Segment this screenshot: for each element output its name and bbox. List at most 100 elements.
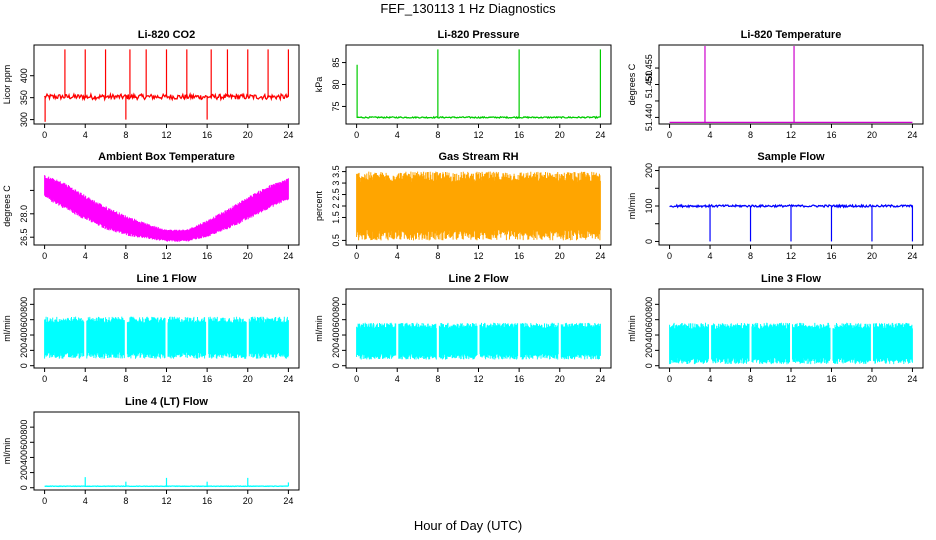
x-tick-label: 4 xyxy=(83,496,88,506)
panel-title: Line 4 (LT) Flow xyxy=(125,396,208,408)
panel-4: Gas Stream RH 0 4 8 12 16 20 24 0.5 1.5 2 2.5 3 3.5 pe… xyxy=(314,151,612,261)
x-tick-label: 20 xyxy=(243,496,253,506)
series-band xyxy=(356,322,601,360)
x-tick-label: 4 xyxy=(83,130,88,140)
panel-1: Li-820 Pressure 0 4 8 12 16 20 24 75 80 85 kPa xyxy=(314,29,612,140)
panel-title: Sample Flow xyxy=(757,151,825,163)
x-tick-label: 16 xyxy=(202,496,212,506)
y-tick-label: 200 xyxy=(19,465,29,480)
y-tick-label: 800 xyxy=(331,297,341,312)
y-tick-label: 200 xyxy=(644,163,654,178)
x-tick-label: 24 xyxy=(595,251,605,261)
y-tick-label: 2.5 xyxy=(331,188,341,201)
x-tick-label: 20 xyxy=(555,130,565,140)
x-tick-label: 16 xyxy=(514,251,524,261)
x-tick-label: 12 xyxy=(786,251,796,261)
panel-title: Li-820 Temperature xyxy=(741,29,842,41)
series-band xyxy=(669,322,913,365)
series-group xyxy=(44,316,289,359)
y-axis-label: Licor ppm xyxy=(2,65,12,105)
y-tick-label: 0 xyxy=(19,485,29,490)
x-tick-label: 12 xyxy=(161,496,171,506)
x-tick-label: 20 xyxy=(243,374,253,384)
x-tick-label: 24 xyxy=(283,130,293,140)
y-tick-label: 200 xyxy=(331,343,341,358)
x-tick-label: 8 xyxy=(748,130,753,140)
y-tick-label: 600 xyxy=(19,435,29,450)
y-axis-label: ml/min xyxy=(314,315,324,342)
y-tick-label: 600 xyxy=(331,312,341,327)
panel-title: Line 2 Flow xyxy=(449,273,509,285)
y-tick-label: 3 xyxy=(331,181,341,186)
x-tick-label: 8 xyxy=(435,251,440,261)
x-tick-label: 8 xyxy=(123,130,128,140)
y-tick-label: 85 xyxy=(331,58,341,68)
panel-title: Gas Stream RH xyxy=(438,151,518,163)
x-tick-label: 4 xyxy=(83,374,88,384)
x-tick-label: 0 xyxy=(42,251,47,261)
series-band xyxy=(44,316,289,359)
x-tick-label: 4 xyxy=(708,130,713,140)
y-tick-label: 51.440 xyxy=(644,104,654,132)
x-tick-label: 0 xyxy=(667,374,672,384)
x-tick-label: 0 xyxy=(667,130,672,140)
y-tick-label: 400 xyxy=(19,68,29,83)
x-tick-label: 8 xyxy=(123,374,128,384)
series-group xyxy=(669,203,914,242)
y-axis-label: percent xyxy=(314,190,324,221)
series-group xyxy=(669,322,913,365)
series-line xyxy=(356,115,601,120)
x-tick-label: 12 xyxy=(161,374,171,384)
x-tick-label: 24 xyxy=(907,374,917,384)
y-tick-label: 51.450 xyxy=(644,71,654,99)
series-group xyxy=(356,322,601,360)
panel-5: Sample Flow 0 4 8 12 16 20 24 0 100 200 ml/min xyxy=(627,151,924,261)
y-tick-label: 400 xyxy=(19,328,29,343)
x-tick-label: 4 xyxy=(708,251,713,261)
x-tick-label: 24 xyxy=(595,374,605,384)
y-tick-label: 0 xyxy=(644,363,654,368)
y-tick-label: 80 xyxy=(331,79,341,89)
x-tick-label: 16 xyxy=(826,374,836,384)
series-band xyxy=(356,171,601,241)
x-tick-label: 0 xyxy=(42,496,47,506)
y-tick-label: 75 xyxy=(331,101,341,111)
y-tick-label: 3.5 xyxy=(331,165,341,178)
x-tick-label: 0 xyxy=(354,251,359,261)
x-tick-label: 20 xyxy=(243,130,253,140)
x-tick-label: 12 xyxy=(161,251,171,261)
y-tick-label: 350 xyxy=(19,90,29,105)
x-tick-label: 16 xyxy=(826,251,836,261)
x-tick-label: 16 xyxy=(826,130,836,140)
y-tick-label: 800 xyxy=(644,297,654,312)
x-tick-label: 20 xyxy=(867,251,877,261)
y-axis-label: degrees C xyxy=(627,63,637,105)
x-tick-label: 24 xyxy=(283,496,293,506)
y-tick-label: 26.5 xyxy=(19,228,29,246)
panel-title: Line 1 Flow xyxy=(137,273,197,285)
y-tick-label: 0.5 xyxy=(331,234,341,247)
x-tick-label: 4 xyxy=(395,130,400,140)
x-tick-label: 0 xyxy=(354,374,359,384)
x-tick-label: 8 xyxy=(123,251,128,261)
series-group xyxy=(669,46,913,123)
x-tick-label: 12 xyxy=(786,130,796,140)
x-tick-label: 4 xyxy=(395,251,400,261)
x-tick-label: 16 xyxy=(202,130,212,140)
y-axis-label: ml/min xyxy=(627,193,637,220)
series-group xyxy=(356,49,602,120)
x-tick-label: 24 xyxy=(595,130,605,140)
x-tick-label: 12 xyxy=(473,251,483,261)
x-tick-label: 8 xyxy=(435,374,440,384)
y-axis-label: kPa xyxy=(314,77,324,93)
x-tick-label: 8 xyxy=(748,251,753,261)
x-tick-label: 4 xyxy=(708,374,713,384)
x-tick-label: 16 xyxy=(514,130,524,140)
y-tick-label: 100 xyxy=(644,198,654,213)
panel-title: Li-820 Pressure xyxy=(438,29,520,41)
panel-0: Li-820 CO2 0 4 8 12 16 20 24 300 350 400 Licor ppm xyxy=(2,29,300,140)
